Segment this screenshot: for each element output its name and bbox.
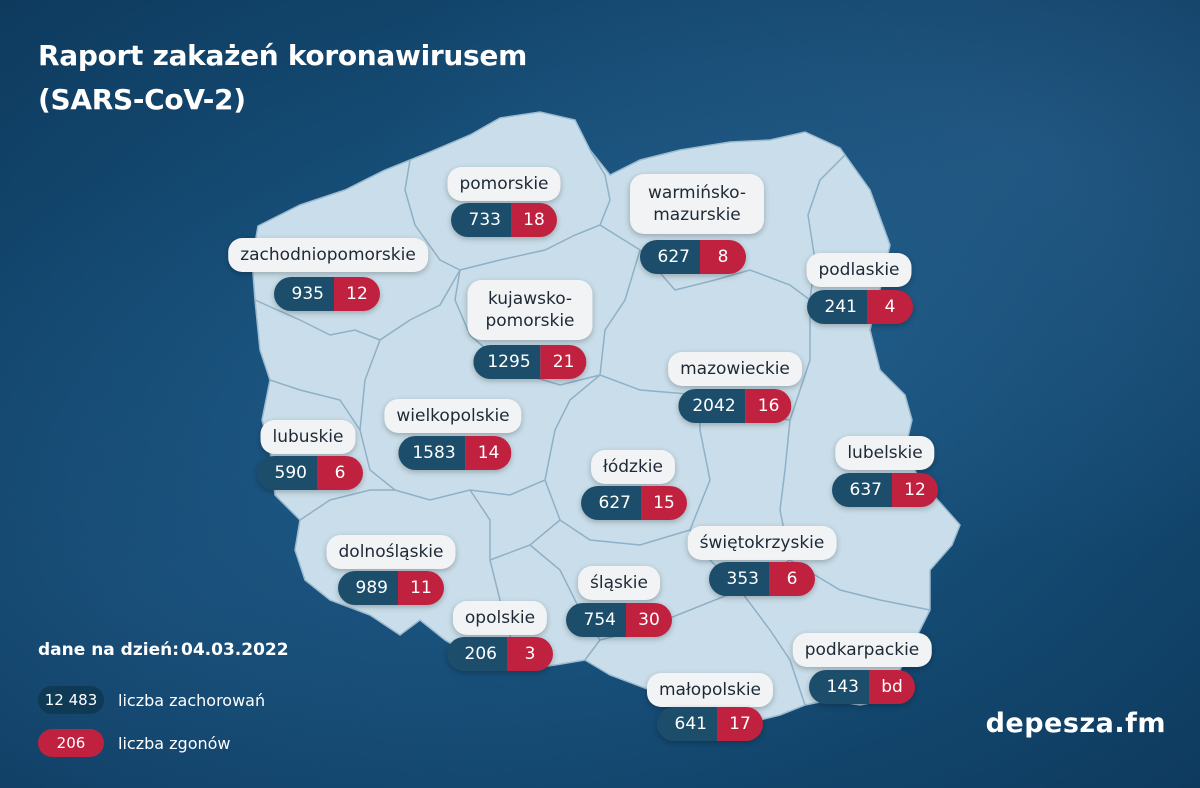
cases-slaskie: 754 [566,603,626,637]
date-label: dane na dzień: [38,640,180,660]
deaths-zachodniopomorskie: 12 [334,277,380,311]
deaths-lubuskie: 6 [317,456,363,490]
deaths-lubelskie: 12 [892,473,938,507]
cases-podlaskie: 241 [807,290,867,324]
region-label-mazowieckie: mazowieckie [668,352,802,386]
region-label-swietokrzyskie: świętokrzyskie [687,526,837,560]
data-date: dane na dzień: 04.03.2022 [38,640,289,660]
deaths-wielkopolskie: 14 [465,436,512,470]
pill-podlaskie: 241 4 [807,290,913,324]
legend-cases-label: liczba zachorowań [118,690,266,710]
pill-lubelskie: 637 12 [832,473,938,507]
region-label-dolnoslaskie: dolnośląskie [326,535,456,569]
cases-opolskie: 206 [447,637,507,671]
deaths-kujawsko-pomorskie: 21 [540,345,587,379]
date-value: 04.03.2022 [181,640,289,660]
pill-malopolskie: 641 17 [657,707,763,741]
cases-mazowieckie: 2042 [678,389,746,423]
region-label-lubuskie: lubuskie [260,420,356,454]
cases-lubelskie: 637 [832,473,892,507]
region-label-warminsko-mazurskie: warmińsko- mazurskie [629,174,765,234]
pill-dolnoslaskie: 989 11 [338,571,444,605]
deaths-mazowieckie: 16 [745,389,792,423]
deaths-dolnoslaskie: 11 [398,571,444,605]
brand-logo: depesza.fm [985,708,1166,739]
title-line-2: (SARS-CoV-2) [38,83,246,116]
pill-pomorskie: 733 18 [451,203,557,237]
pill-zachodniopomorskie: 935 12 [274,277,380,311]
region-label-podkarpackie: podkarpackie [792,633,932,667]
cases-kujawsko-pomorskie: 1295 [473,345,541,379]
deaths-opolskie: 3 [507,637,553,671]
region-label-malopolskie: małopolskie [646,673,774,707]
legend-deaths-chip: 206 [38,729,104,757]
pill-opolskie: 206 3 [447,637,553,671]
legend-deaths-label: liczba zgonów [118,733,231,753]
cases-lubuskie: 590 [257,456,317,490]
region-label-kujawsko-pomorskie: kujawsko- pomorskie [467,280,593,340]
pill-lubuskie: 590 6 [257,456,363,490]
deaths-podlaskie: 4 [867,290,913,324]
deaths-slaskie: 30 [626,603,672,637]
region-label-lodzkie: łódzkie [591,450,675,484]
cases-lodzkie: 627 [581,486,641,520]
report-title: Raport zakażeń koronawirusem (SARS-CoV-2… [38,34,527,122]
legend-deaths: 206 liczba zgonów [38,729,231,757]
cases-podkarpackie: 143 [809,670,869,704]
deaths-lodzkie: 15 [641,486,687,520]
region-label-pomorskie: pomorskie [447,167,561,201]
deaths-malopolskie: 17 [717,707,763,741]
legend-cases-chip: 12 483 [38,686,104,714]
deaths-warminsko-mazurskie: 8 [700,240,746,274]
region-label-wielkopolskie: wielkopolskie [384,399,522,433]
pill-podkarpackie: 143 bd [809,670,915,704]
cases-swietokrzyskie: 353 [709,562,769,596]
deaths-podkarpackie: bd [869,670,915,704]
pill-lodzkie: 627 15 [581,486,687,520]
pill-swietokrzyskie: 353 6 [709,562,815,596]
region-label-zachodniopomorskie: zachodniopomorskie [228,238,428,272]
cases-pomorskie: 733 [451,203,511,237]
pill-wielkopolskie: 1583 14 [398,436,512,470]
cases-warminsko-mazurskie: 627 [640,240,700,274]
pill-warminsko-mazurskie: 627 8 [640,240,746,274]
pill-slaskie: 754 30 [566,603,672,637]
region-label-podlaskie: podlaskie [806,253,912,287]
pill-mazowieckie: 2042 16 [678,389,792,423]
region-label-slaskie: śląskie [578,566,660,600]
legend-cases: 12 483 liczba zachorowań [38,686,265,714]
cases-zachodniopomorskie: 935 [274,277,334,311]
cases-malopolskie: 641 [657,707,717,741]
cases-dolnoslaskie: 989 [338,571,398,605]
deaths-swietokrzyskie: 6 [769,562,815,596]
cases-wielkopolskie: 1583 [398,436,466,470]
pill-kujawsko-pomorskie: 1295 21 [473,345,587,379]
region-label-lubelskie: lubelskie [835,436,935,470]
deaths-pomorskie: 18 [511,203,557,237]
region-label-opolskie: opolskie [452,601,548,635]
title-line-1: Raport zakażeń koronawirusem [38,39,527,72]
